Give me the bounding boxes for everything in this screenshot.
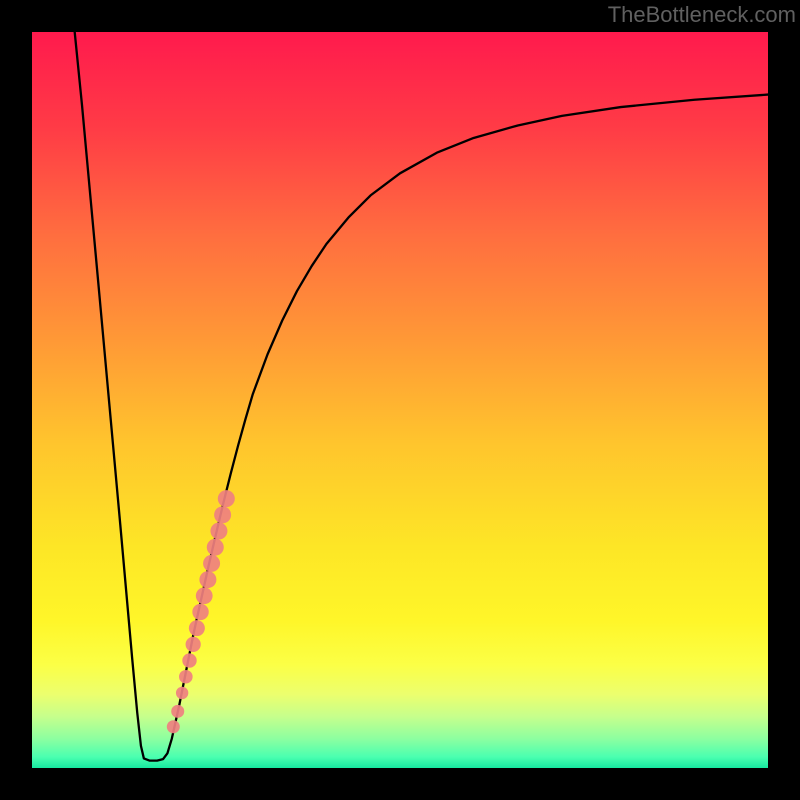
data-point bbox=[214, 506, 231, 523]
data-point bbox=[189, 620, 205, 636]
chart-frame: TheBottleneck.com bbox=[0, 0, 800, 800]
gradient-background bbox=[32, 32, 768, 768]
data-point bbox=[182, 653, 196, 667]
data-point bbox=[199, 571, 216, 588]
data-point bbox=[203, 555, 220, 572]
data-point bbox=[210, 523, 227, 540]
plot-area bbox=[32, 32, 768, 768]
data-point bbox=[192, 604, 208, 620]
data-point bbox=[218, 490, 235, 507]
data-point bbox=[179, 670, 193, 684]
data-point bbox=[196, 587, 213, 604]
watermark-text: TheBottleneck.com bbox=[608, 2, 796, 28]
chart-svg bbox=[32, 32, 768, 768]
data-point bbox=[167, 720, 180, 733]
data-point bbox=[171, 705, 184, 718]
data-point bbox=[186, 637, 201, 652]
data-point bbox=[207, 539, 224, 556]
data-point bbox=[176, 687, 188, 699]
